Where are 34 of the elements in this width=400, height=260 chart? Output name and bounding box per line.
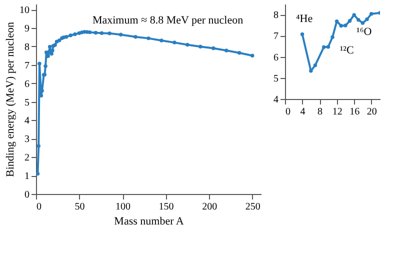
x-tick-label: 150: [158, 202, 174, 212]
x-tick-label: 20: [366, 106, 377, 118]
y-tick-label: 4: [274, 94, 278, 106]
x-tick-label: 0: [286, 106, 290, 118]
x-tick-label: 8: [318, 106, 323, 118]
annotation: Maximum ≈ 8.8 MeV per nucleon: [92, 14, 244, 27]
x-tick-label: 200: [202, 202, 218, 212]
y-tick-label: 8: [274, 10, 278, 22]
y-tick-label: 9: [24, 23, 30, 34]
y-tick-label: 4: [24, 116, 30, 127]
y-tick-label: 6: [274, 52, 278, 64]
y-tick-label: 1: [24, 171, 30, 182]
x-axis-title: Mass number A: [114, 216, 184, 228]
annotation: ¹²C: [340, 44, 354, 56]
y-tick-label: 5: [24, 97, 30, 108]
x-tick-label: 100: [116, 202, 131, 212]
x-tick-label: 0: [36, 202, 42, 212]
annotation: ¹⁶O: [356, 26, 372, 38]
x-tick-label: 16: [350, 106, 360, 118]
y-tick-label: 0: [24, 190, 30, 200]
x-tick-label: 12: [332, 106, 342, 118]
y-tick-label: 8: [24, 42, 30, 53]
annotation: ⁴He: [296, 13, 313, 26]
y-tick-label: 10: [20, 5, 30, 16]
x-tick-label: 50: [74, 202, 85, 212]
y-axis-title: Binding energy (MeV) per nucleon: [4, 22, 16, 177]
x-tick-label: 4: [300, 106, 306, 118]
x-tick-label: 250: [245, 202, 260, 212]
y-tick-label: 7: [274, 31, 278, 42]
y-tick-label: 5: [274, 73, 278, 84]
y-tick-label: 7: [24, 60, 30, 72]
y-tick-label: 6: [24, 78, 30, 90]
y-tick-label: 3: [24, 134, 30, 146]
y-tick-label: 2: [24, 152, 30, 164]
